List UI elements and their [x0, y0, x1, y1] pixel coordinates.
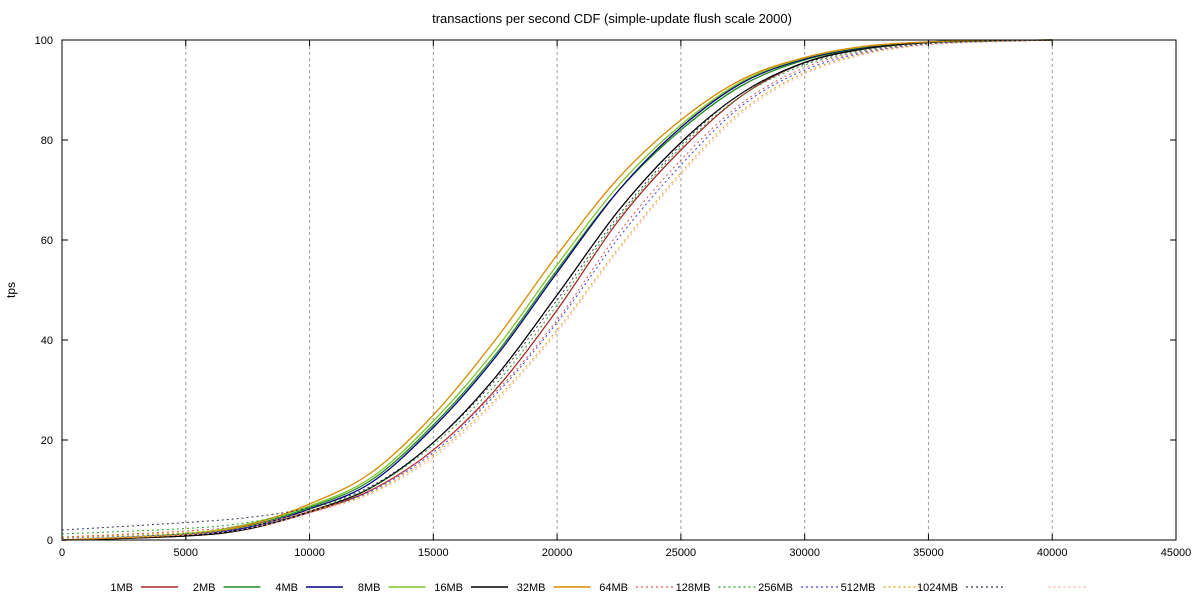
x-tick-label: 35000: [913, 547, 944, 559]
legend-label: 64MB: [599, 582, 628, 594]
legend-label: 2MB: [193, 582, 216, 594]
series-line-64mb: [61, 39, 1053, 538]
chart-title: transactions per second CDF (simple-upda…: [432, 11, 792, 26]
y-tick-label: 80: [41, 135, 53, 147]
axis-ticks: 0 5000 10000 15000 20000 25000 30000 35000 40000…: [35, 35, 1192, 559]
x-tick-label: 25000: [666, 547, 697, 559]
series-line-series-12: [61, 39, 1078, 540]
legend-label: 8MB: [358, 582, 381, 594]
x-tick-label: 15000: [418, 547, 449, 559]
x-tick-label: 0: [59, 547, 65, 559]
x-tick-label: 20000: [542, 547, 573, 559]
legend-label: 32MB: [517, 582, 546, 594]
legend-label: 16MB: [434, 582, 463, 594]
series-line-128mb: [61, 39, 1053, 535]
legend-label: 512MB: [841, 582, 876, 594]
legend-label: 1MB: [110, 582, 133, 594]
legend: 1MB 2MB 4MB 8MB 16MB 32MB 64MB 128MB 256MB 512MB 1…: [110, 582, 1086, 594]
legend-label: 1024MB: [917, 582, 958, 594]
series-line-1024mb: [61, 39, 1053, 531]
legend-label: 256MB: [758, 582, 793, 594]
y-tick-label: 100: [35, 35, 53, 47]
x-tick-label: 30000: [789, 547, 820, 559]
plot-frame: [61, 39, 1177, 541]
y-tick-label: 20: [41, 435, 53, 447]
y-tick-label: 60: [41, 235, 53, 247]
x-tick-label: 45000: [1161, 547, 1192, 559]
x-tick-label: 10000: [294, 547, 325, 559]
series-layer: [61, 39, 1078, 541]
series-line-16mb: [61, 39, 1053, 541]
y-tick-label: 0: [47, 535, 53, 547]
x-tick-label: 5000: [174, 547, 198, 559]
series-line-32mb: [61, 39, 1053, 541]
series-line-512mb: [61, 39, 1053, 538]
legend-label: 4MB: [275, 582, 298, 594]
x-tick-label: 40000: [1037, 547, 1068, 559]
legend-label: 128MB: [676, 582, 711, 594]
y-tick-label: 40: [41, 335, 53, 347]
y-axis-label: tps: [4, 282, 18, 298]
grid-lines: [185, 40, 1053, 540]
